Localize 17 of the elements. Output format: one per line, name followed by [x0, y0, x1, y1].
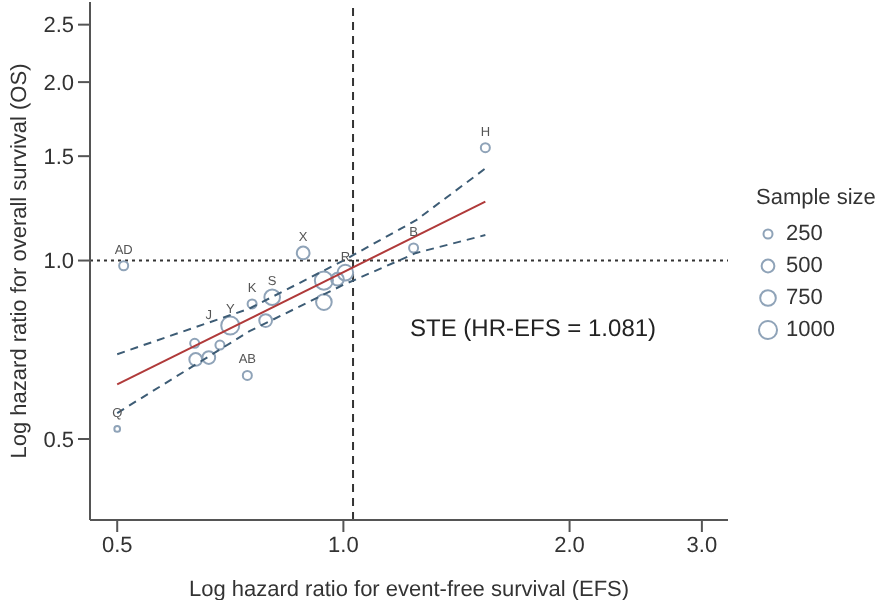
y-axis-title: Log hazard ratio for overall survival (OS) — [7, 63, 32, 459]
y-tick-label: 1.5 — [43, 145, 74, 170]
y-tick-label: 0.5 — [43, 428, 74, 453]
x-tick-label: 1.0 — [328, 533, 359, 558]
y-tick-label: 2.5 — [43, 14, 74, 39]
legend-label: 250 — [786, 222, 823, 246]
x-axis-title: Log hazard ratio for event-free survival (EFS) — [188, 578, 630, 602]
legend-label: 500 — [786, 254, 823, 278]
legend-label: 1000 — [786, 318, 835, 342]
annotation: STE (HR-EFS = 1.081) — [410, 314, 657, 342]
x-tick-label: 3.0 — [686, 533, 718, 558]
legend-title: Sample size — [756, 186, 876, 210]
y-tick-label: 2.0 — [43, 71, 74, 96]
y-tick-label: 1.0 — [43, 250, 74, 275]
x-tick-label: 0.5 — [101, 533, 133, 558]
x-tick-label: 2.0 — [554, 533, 585, 558]
legend-label: 750 — [786, 286, 823, 310]
